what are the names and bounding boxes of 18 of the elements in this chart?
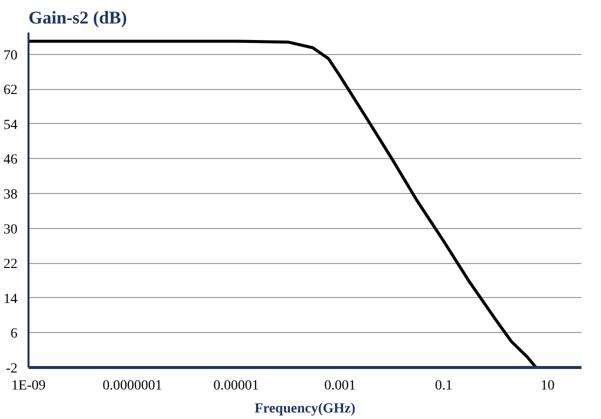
y-tick-label: -2 xyxy=(6,362,18,376)
y-tick-label: 30 xyxy=(4,222,18,238)
y-tick-label: 54 xyxy=(4,118,18,133)
y-tick-label: 70 xyxy=(4,48,18,64)
x-tick-label: 0.00001 xyxy=(213,378,259,394)
x-tick-label: 0.001 xyxy=(324,378,356,394)
x-tick-label: 0.0000001 xyxy=(102,378,162,394)
y-tick-label: 62 xyxy=(4,83,18,98)
x-tick-label: 0.1 xyxy=(435,378,453,394)
y-tick-label: 14 xyxy=(4,292,18,307)
x-tick-label: 1E-09 xyxy=(11,378,46,394)
y-tick-label: 6 xyxy=(10,326,18,342)
y-tick-label: 46 xyxy=(4,152,18,168)
y-tick-label: 22 xyxy=(4,257,18,272)
y-axis-title: Gain-s2 (dB) xyxy=(28,8,128,28)
x-tick-label: 10 xyxy=(540,378,555,394)
y-tick-label: 38 xyxy=(4,187,18,202)
x-axis-title: Frequency(GHz) xyxy=(254,402,356,416)
